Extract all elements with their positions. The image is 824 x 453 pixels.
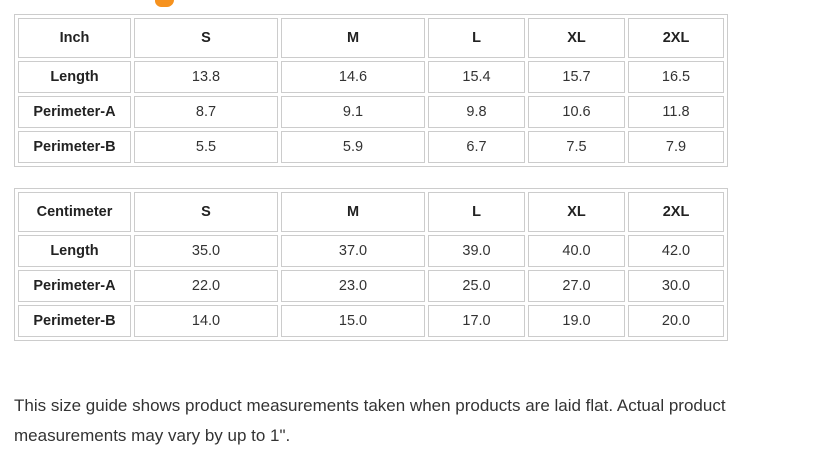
value-cell: 13.8 <box>134 61 278 93</box>
size-column-header: M <box>281 18 425 58</box>
size-table-centimeter-body: Length 35.0 37.0 39.0 40.0 42.0 Perimeter-A 22.… <box>18 235 724 337</box>
value-cell: 5.9 <box>281 131 425 163</box>
value-cell: 16.5 <box>628 61 724 93</box>
value-cell: 25.0 <box>428 270 525 302</box>
value-cell: 9.1 <box>281 96 425 128</box>
value-cell: 22.0 <box>134 270 278 302</box>
row-label-cell: Length <box>18 61 131 93</box>
value-cell: 7.5 <box>528 131 625 163</box>
value-cell: 39.0 <box>428 235 525 267</box>
row-label-cell: Perimeter-B <box>18 305 131 337</box>
value-cell: 14.6 <box>281 61 425 93</box>
size-column-header: 2XL <box>628 192 724 232</box>
size-column-header: XL <box>528 192 625 232</box>
value-cell: 17.0 <box>428 305 525 337</box>
measurement-row: Perimeter-A 8.7 9.1 9.8 10.6 11.8 <box>18 96 724 128</box>
size-column-header: L <box>428 192 525 232</box>
header-row: Centimeter S M L XL 2XL <box>18 192 724 232</box>
value-cell: 40.0 <box>528 235 625 267</box>
size-column-header: L <box>428 18 525 58</box>
value-cell: 9.8 <box>428 96 525 128</box>
header-row: Inch S M L XL 2XL <box>18 18 724 58</box>
size-tables-container: Inch S M L XL 2XL Length 13.8 14.6 15.4 15.7 16.5 P… <box>14 14 728 341</box>
value-cell: 7.9 <box>628 131 724 163</box>
value-cell: 15.7 <box>528 61 625 93</box>
value-cell: 30.0 <box>628 270 724 302</box>
measurement-row: Perimeter-B 14.0 15.0 17.0 19.0 20.0 <box>18 305 724 337</box>
value-cell: 20.0 <box>628 305 724 337</box>
value-cell: 19.0 <box>528 305 625 337</box>
measurement-row: Length 35.0 37.0 39.0 40.0 42.0 <box>18 235 724 267</box>
row-label-cell: Perimeter-A <box>18 96 131 128</box>
size-column-header: S <box>134 192 278 232</box>
value-cell: 42.0 <box>628 235 724 267</box>
value-cell: 5.5 <box>134 131 278 163</box>
value-cell: 6.7 <box>428 131 525 163</box>
value-cell: 37.0 <box>281 235 425 267</box>
measurement-row: Length 13.8 14.6 15.4 15.7 16.5 <box>18 61 724 93</box>
value-cell: 23.0 <box>281 270 425 302</box>
measurement-row: Perimeter-A 22.0 23.0 25.0 27.0 30.0 <box>18 270 724 302</box>
size-table-inch-body: Length 13.8 14.6 15.4 15.7 16.5 Perimeter-A 8.7… <box>18 61 724 163</box>
size-guide-note: This size guide shows product measuremen… <box>14 396 726 445</box>
size-table-inch-header: Inch S M L XL 2XL <box>18 18 724 58</box>
value-cell: 15.4 <box>428 61 525 93</box>
size-column-header: S <box>134 18 278 58</box>
row-label-cell: Perimeter-B <box>18 131 131 163</box>
value-cell: 14.0 <box>134 305 278 337</box>
value-cell: 11.8 <box>628 96 724 128</box>
value-cell: 15.0 <box>281 305 425 337</box>
size-table-centimeter: Centimeter S M L XL 2XL Length 35.0 37.0 39.0 40.… <box>14 188 728 341</box>
size-table-inch: Inch S M L XL 2XL Length 13.8 14.6 15.4 15.7 16.5 P… <box>14 14 728 167</box>
value-cell: 35.0 <box>134 235 278 267</box>
unit-header-cell: Centimeter <box>18 192 131 232</box>
measurement-row: Perimeter-B 5.5 5.9 6.7 7.5 7.9 <box>18 131 724 163</box>
value-cell: 27.0 <box>528 270 625 302</box>
size-column-header: 2XL <box>628 18 724 58</box>
value-cell: 8.7 <box>134 96 278 128</box>
row-label-cell: Perimeter-A <box>18 270 131 302</box>
unit-header-cell: Inch <box>18 18 131 58</box>
clipped-heading-letter-fragment <box>155 0 174 7</box>
size-column-header: M <box>281 192 425 232</box>
row-label-cell: Length <box>18 235 131 267</box>
size-table-centimeter-header: Centimeter S M L XL 2XL <box>18 192 724 232</box>
value-cell: 10.6 <box>528 96 625 128</box>
size-column-header: XL <box>528 18 625 58</box>
